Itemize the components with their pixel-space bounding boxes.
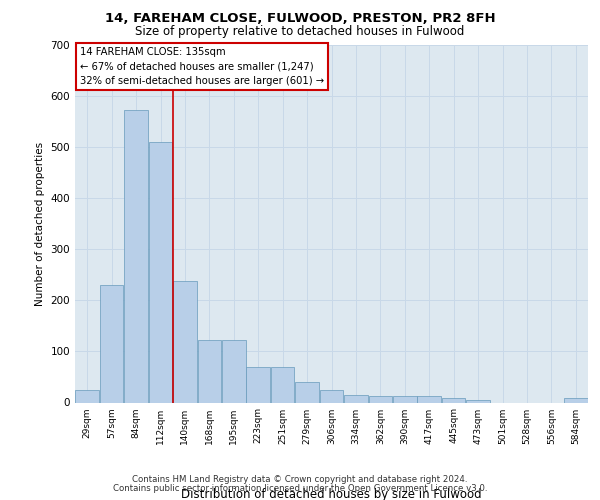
Bar <box>100 285 124 403</box>
Bar <box>222 340 245 402</box>
Bar <box>466 400 490 402</box>
Bar <box>418 396 441 402</box>
Bar <box>173 281 197 402</box>
Bar <box>149 142 172 403</box>
Bar <box>295 382 319 402</box>
Bar <box>76 390 99 402</box>
Bar <box>393 396 416 402</box>
Bar <box>564 398 587 402</box>
Y-axis label: Number of detached properties: Number of detached properties <box>35 142 45 306</box>
Text: 14 FAREHAM CLOSE: 135sqm
← 67% of detached houses are smaller (1,247)
32% of sem: 14 FAREHAM CLOSE: 135sqm ← 67% of detach… <box>80 47 324 86</box>
Bar <box>247 367 270 402</box>
Bar <box>197 340 221 402</box>
Bar <box>124 110 148 403</box>
X-axis label: Distribution of detached houses by size in Fulwood: Distribution of detached houses by size … <box>181 488 482 500</box>
Bar <box>442 398 466 402</box>
Bar <box>271 367 295 402</box>
Text: Contains public sector information licensed under the Open Government Licence v3: Contains public sector information licen… <box>113 484 487 493</box>
Bar <box>368 396 392 402</box>
Bar <box>320 390 343 402</box>
Text: Size of property relative to detached houses in Fulwood: Size of property relative to detached ho… <box>136 25 464 38</box>
Bar <box>344 395 368 402</box>
Text: 14, FAREHAM CLOSE, FULWOOD, PRESTON, PR2 8FH: 14, FAREHAM CLOSE, FULWOOD, PRESTON, PR2… <box>104 12 496 26</box>
Text: Contains HM Land Registry data © Crown copyright and database right 2024.: Contains HM Land Registry data © Crown c… <box>132 475 468 484</box>
